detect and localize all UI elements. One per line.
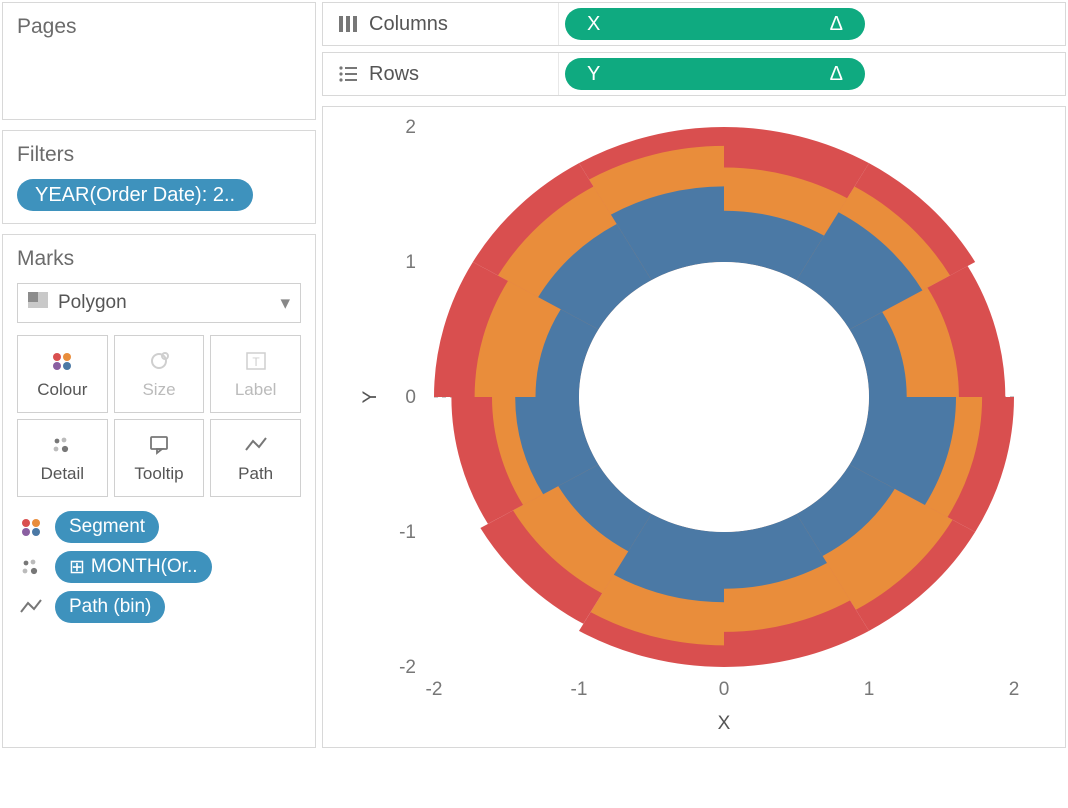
mark-colour-button[interactable]: Colour (17, 335, 108, 413)
mark-tooltip-button[interactable]: Tooltip (114, 419, 205, 497)
visualization-canvas[interactable]: -2 -1 0 1 2 -2 -1 0 1 2 X Y (322, 106, 1066, 748)
mark-assignment-row: ⊞MONTH(Or.. (17, 551, 301, 583)
mark-tooltip-label: Tooltip (134, 464, 183, 484)
rows-shelf-label: Rows (369, 63, 419, 86)
filters-shelf[interactable]: Filters YEAR(Order Date): 2.. (2, 130, 316, 224)
rows-icon (337, 64, 359, 84)
svg-text:2: 2 (405, 117, 416, 138)
detail-dots-icon (50, 432, 74, 458)
rows-shelf[interactable]: Rows Y Δ (322, 52, 1066, 96)
dropdown-caret-icon: ▾ (280, 292, 290, 315)
mark-detail-label: Detail (41, 464, 84, 484)
detail-dots-icon (17, 556, 45, 578)
mark-pill-2[interactable]: Path (bin) (55, 591, 165, 623)
svg-text:Y: Y (360, 390, 381, 403)
mark-size-button[interactable]: Size (114, 335, 205, 413)
svg-text:0: 0 (405, 387, 416, 408)
mark-path-label: Path (238, 464, 273, 484)
svg-text:1: 1 (405, 252, 416, 273)
mark-detail-button[interactable]: Detail (17, 419, 108, 497)
mark-pill-1[interactable]: ⊞MONTH(Or.. (55, 551, 212, 583)
mark-assignment-row: Segment (17, 511, 301, 543)
mark-colour-label: Colour (37, 380, 87, 400)
mark-size-label: Size (142, 380, 175, 400)
mark-pill-0[interactable]: Segment (55, 511, 159, 543)
mark-path-button[interactable]: Path (210, 419, 301, 497)
svg-text:1: 1 (864, 679, 875, 700)
path-line-icon (17, 596, 45, 618)
tooltip-box-icon (147, 432, 171, 458)
polygon-icon (28, 292, 48, 314)
mark-label-button[interactable]: T Label (210, 335, 301, 413)
columns-shelf-label: Columns (369, 13, 448, 36)
size-circle-icon (147, 348, 171, 374)
svg-text:0: 0 (719, 679, 730, 700)
filters-title: Filters (17, 143, 301, 167)
rows-pill-y[interactable]: Y Δ (565, 58, 865, 90)
svg-text:-2: -2 (399, 657, 416, 678)
marks-card: Marks Polygon ▾ Colour Size T Label Detail To… (2, 234, 316, 748)
marks-title: Marks (17, 247, 301, 271)
columns-pill-x[interactable]: X Δ (565, 8, 865, 40)
columns-icon (337, 14, 359, 34)
pages-shelf[interactable]: Pages (2, 2, 316, 120)
mark-type-label: Polygon (58, 292, 127, 314)
colour-dots-icon (17, 516, 45, 538)
mark-type-select[interactable]: Polygon ▾ (17, 283, 301, 323)
svg-text:-1: -1 (399, 522, 416, 543)
label-t-icon: T (244, 348, 268, 374)
svg-text:X: X (718, 713, 731, 734)
colour-dots-icon (50, 348, 74, 374)
pages-title: Pages (17, 15, 301, 39)
svg-text:-1: -1 (571, 679, 588, 700)
mark-assignment-row: Path (bin) (17, 591, 301, 623)
mark-label-label: Label (235, 380, 277, 400)
svg-text:2: 2 (1009, 679, 1020, 700)
columns-shelf[interactable]: Columns X Δ (322, 2, 1066, 46)
svg-text:T: T (252, 355, 260, 369)
filter-pill-year[interactable]: YEAR(Order Date): 2.. (17, 179, 253, 211)
svg-text:-2: -2 (426, 679, 443, 700)
path-line-icon (244, 432, 268, 458)
radial-chart: -2 -1 0 1 2 -2 -1 0 1 2 X Y (344, 107, 1044, 747)
